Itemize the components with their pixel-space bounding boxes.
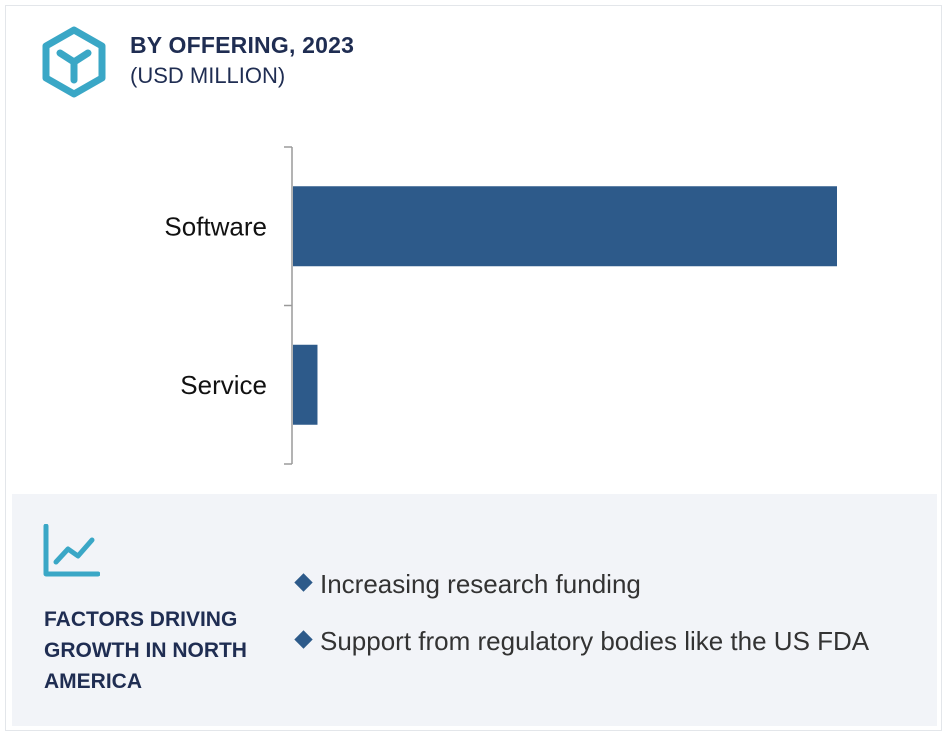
factor-text: Increasing research funding <box>320 569 641 599</box>
bar-software <box>293 186 837 267</box>
trend-chart-icon <box>43 524 100 577</box>
bar-service <box>293 344 318 425</box>
chart-title: BY OFFERING, 2023 <box>130 32 355 58</box>
factor-text: Support from regulatory bodies like the … <box>320 626 870 656</box>
category-labels: Software Service <box>164 211 267 400</box>
category-axis <box>284 146 293 465</box>
category-label: Software <box>164 211 267 241</box>
cube-icon <box>42 26 106 98</box>
bars <box>293 186 837 425</box>
category-label: Service <box>180 370 267 400</box>
factor-item: Increasing research funding <box>294 564 894 604</box>
factor-list: Increasing research funding Support from… <box>294 564 894 678</box>
diamond-bullet-icon <box>294 630 313 649</box>
factors-heading: FACTORS DRIVING GROWTH IN NORTH AMERICA <box>44 608 247 693</box>
factor-item: Support from regulatory bodies like the … <box>294 621 894 661</box>
factors-panel: FACTORS DRIVING GROWTH IN NORTH AMERICA … <box>12 494 937 726</box>
bar-chart: Software Service <box>164 146 837 465</box>
diamond-bullet-icon <box>294 573 313 592</box>
chart-subtitle: (USD MILLION) <box>130 63 286 88</box>
